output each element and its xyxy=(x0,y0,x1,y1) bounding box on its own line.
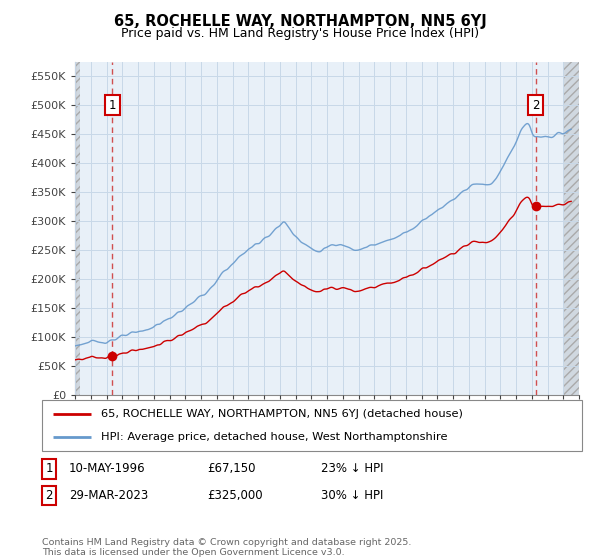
Text: 2: 2 xyxy=(46,489,53,502)
Text: 65, ROCHELLE WAY, NORTHAMPTON, NN5 6YJ (detached house): 65, ROCHELLE WAY, NORTHAMPTON, NN5 6YJ (… xyxy=(101,409,463,419)
Text: 65, ROCHELLE WAY, NORTHAMPTON, NN5 6YJ: 65, ROCHELLE WAY, NORTHAMPTON, NN5 6YJ xyxy=(113,14,487,29)
Bar xyxy=(75,62,80,395)
Text: 10-MAY-1996: 10-MAY-1996 xyxy=(69,462,146,475)
Text: 29-MAR-2023: 29-MAR-2023 xyxy=(69,489,148,502)
Text: £325,000: £325,000 xyxy=(207,489,263,502)
Text: Price paid vs. HM Land Registry's House Price Index (HPI): Price paid vs. HM Land Registry's House … xyxy=(121,27,479,40)
Text: Contains HM Land Registry data © Crown copyright and database right 2025.
This d: Contains HM Land Registry data © Crown c… xyxy=(42,538,412,557)
Text: HPI: Average price, detached house, West Northamptonshire: HPI: Average price, detached house, West… xyxy=(101,432,448,442)
Text: 30% ↓ HPI: 30% ↓ HPI xyxy=(321,489,383,502)
Text: 23% ↓ HPI: 23% ↓ HPI xyxy=(321,462,383,475)
FancyBboxPatch shape xyxy=(42,400,582,451)
Text: £67,150: £67,150 xyxy=(207,462,256,475)
Bar xyxy=(563,62,579,395)
Text: 1: 1 xyxy=(109,99,116,111)
Text: 2: 2 xyxy=(532,99,539,111)
Text: 1: 1 xyxy=(46,462,53,475)
